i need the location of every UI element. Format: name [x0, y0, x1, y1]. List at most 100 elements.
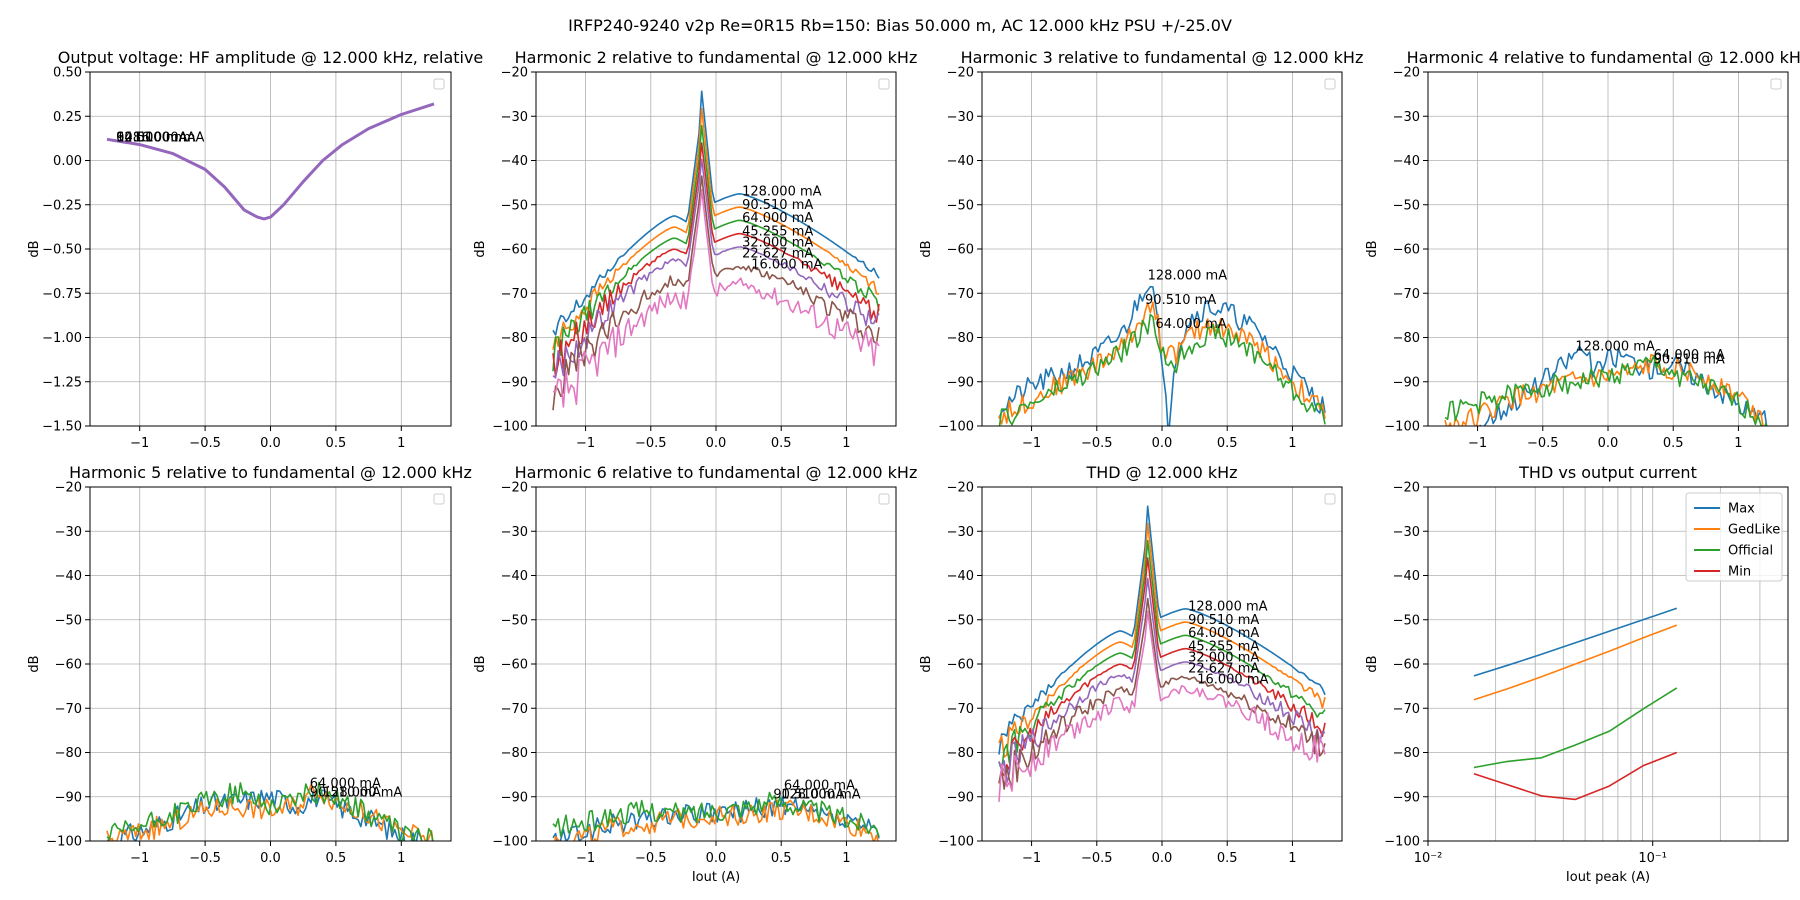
x-tick-label: −0.5	[635, 851, 667, 866]
subplot-title: Harmonic 6 relative to fundamental @ 12.…	[515, 463, 918, 482]
y-tick-label: −60	[1393, 243, 1420, 258]
y-tick-label: 0.50	[53, 66, 82, 81]
series-lines	[552, 791, 880, 841]
figure-title: IRFP240-9240 v2p Re=0R15 Rb=150: Bias 50…	[568, 16, 1232, 35]
legend-box	[1770, 78, 1782, 90]
annotation-label: 90.510 mA	[116, 130, 187, 145]
subplot-title: THD @ 12.000 kHz	[1085, 463, 1237, 482]
y-axis-label: dB	[473, 655, 488, 672]
y-tick-label: −70	[947, 287, 974, 302]
legend-entry: Official	[1728, 544, 1773, 559]
y-tick-label: −30	[1393, 110, 1420, 125]
y-tick-label: −70	[1393, 287, 1420, 302]
x-tick-label: 0.5	[326, 851, 347, 866]
x-tick-label: −1	[130, 436, 149, 451]
y-tick-label: −20	[501, 66, 528, 81]
x-tick-label: 1	[842, 851, 850, 866]
legend-box	[1324, 493, 1336, 505]
annotation-label: 90.510 mA	[742, 198, 813, 213]
legend: Max GedLike Official Min	[1685, 492, 1783, 582]
legend-box	[433, 78, 445, 90]
series-line-2	[106, 781, 434, 841]
x-tick-label: 10⁻²	[1414, 851, 1443, 866]
series-line-3	[552, 142, 880, 378]
x-tick-label: 0.5	[1217, 851, 1238, 866]
annotation-label: 16.000 mA	[1197, 672, 1268, 687]
x-tick-label: 1	[1734, 436, 1742, 451]
series-lines	[998, 505, 1326, 802]
x-tick-label: 0.0	[1152, 436, 1173, 451]
x-tick-label: 1	[397, 436, 405, 451]
x-axis-label: Iout (A)	[692, 870, 740, 885]
y-tick-label: −40	[55, 569, 82, 584]
y-tick-label: −40	[947, 569, 974, 584]
legend-frame	[1685, 492, 1783, 582]
y-tick-label: −80	[501, 331, 528, 346]
y-tick-label: −30	[501, 525, 528, 540]
y-tick-label: −1.25	[42, 375, 82, 390]
y-tick-label: −70	[501, 287, 528, 302]
series-line-2	[552, 124, 880, 372]
y-tick-label: −30	[1393, 525, 1420, 540]
series-line-4	[998, 577, 1326, 784]
subplot-p4: −1 −0.5 0.0 0.5 1 −20 −30 −40 −50 −60 −70 −80 −90 −10…	[1365, 48, 1800, 451]
subplot-title: Harmonic 4 relative to fundamental @ 12.…	[1407, 48, 1800, 67]
x-tick-label: −0.5	[1527, 436, 1559, 451]
x-tick-label: 1	[397, 851, 405, 866]
y-tick-label: −50	[501, 613, 528, 628]
annotation-label: 16.000 mA	[751, 257, 822, 272]
y-tick-label: −90	[501, 375, 528, 390]
gridlines	[536, 71, 896, 427]
subplot-title: Harmonic 5 relative to fundamental @ 12.…	[69, 463, 472, 482]
y-tick-label: −70	[501, 702, 528, 717]
legend-box	[433, 493, 445, 505]
x-tick-label: −0.5	[1081, 851, 1113, 866]
x-tick-label: 1	[1288, 851, 1296, 866]
annotation-label: 128.000 mA	[1575, 339, 1655, 354]
x-tick-label: −0.5	[635, 436, 667, 451]
legend-box	[878, 78, 890, 90]
y-tick-label: −20	[947, 66, 974, 81]
y-tick-label: −80	[947, 746, 974, 761]
y-tick-label: −40	[1393, 569, 1420, 584]
y-tick-label: −100	[492, 420, 528, 435]
x-tick-label: 0.0	[1152, 851, 1173, 866]
y-axis-label: dB	[1365, 240, 1380, 257]
series-line-0	[998, 285, 1326, 426]
series-line-0	[552, 90, 880, 336]
y-axis-label: dB	[473, 240, 488, 257]
annotation-label: 64.000 mA	[742, 211, 813, 226]
y-tick-label: −50	[947, 198, 974, 213]
y-tick-label: −50	[1393, 198, 1420, 213]
y-axis-label: dB	[1365, 655, 1380, 672]
y-tick-label: −100	[1384, 835, 1420, 850]
series-line-2	[998, 313, 1326, 426]
x-tick-label: 0.5	[1663, 436, 1684, 451]
subplot-p3: −1 −0.5 0.0 0.5 1 −20 −30 −40 −50 −60 −70 −80 −90 −10…	[919, 48, 1363, 451]
annotation-label: 90.510 mA	[1654, 353, 1725, 368]
y-tick-label: −40	[947, 154, 974, 169]
legend-entry: Max	[1728, 502, 1755, 517]
annotation-label: 32.000 mA	[742, 235, 813, 250]
annotation-label: 128.000 mA	[781, 788, 861, 803]
y-tick-label: −80	[55, 746, 82, 761]
y-tick-label: −30	[501, 110, 528, 125]
series-lines	[552, 90, 880, 411]
y-tick-label: −20	[1393, 481, 1420, 496]
subplot-title: Harmonic 2 relative to fundamental @ 12.…	[515, 48, 918, 67]
annotation-label: 90.510 mA	[1188, 613, 1259, 628]
annotation-label: 22.627 mA	[1188, 661, 1259, 676]
y-axis-label: dB	[27, 655, 42, 672]
series-min	[1473, 751, 1678, 801]
y-tick-label: −90	[1393, 375, 1420, 390]
x-tick-label: 0.0	[1598, 436, 1619, 451]
series-lines	[106, 781, 434, 841]
annotation-label: 22.627 mA	[742, 246, 813, 261]
y-tick-label: −20	[501, 481, 528, 496]
series-official	[1473, 687, 1678, 769]
legend-entry: Min	[1728, 565, 1751, 580]
series-line-5	[998, 597, 1326, 790]
x-tick-label: −0.5	[189, 436, 221, 451]
y-axis-label: dB	[27, 240, 42, 257]
subplot-p1: −1 −0.5 0.0 0.5 1 0.50 0.25 0.00 −0.25 −0.50 −0.75…	[27, 48, 483, 451]
